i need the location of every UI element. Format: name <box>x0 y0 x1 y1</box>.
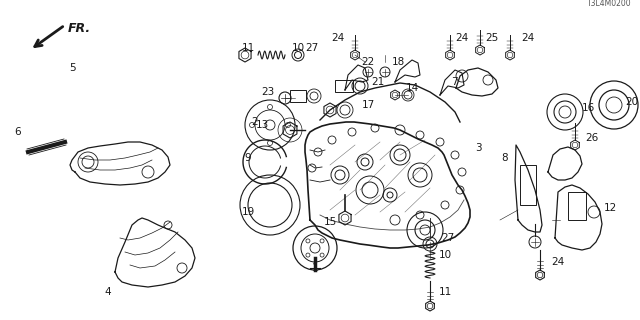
Text: 12: 12 <box>604 203 616 213</box>
Text: 15: 15 <box>323 217 337 227</box>
Text: 18: 18 <box>392 57 404 67</box>
Bar <box>520 165 536 205</box>
Text: 25: 25 <box>485 33 499 43</box>
Text: 10: 10 <box>438 250 452 260</box>
Text: 24: 24 <box>456 33 468 43</box>
Text: 27: 27 <box>305 43 319 53</box>
Text: 11: 11 <box>438 287 452 297</box>
Text: 17: 17 <box>362 100 374 110</box>
Text: 26: 26 <box>586 133 598 143</box>
Text: T3L4M0200: T3L4M0200 <box>588 0 632 8</box>
Text: 6: 6 <box>15 127 21 137</box>
Text: 5: 5 <box>68 63 76 73</box>
Text: FR.: FR. <box>68 21 91 35</box>
Text: 14: 14 <box>405 83 419 93</box>
Text: 9: 9 <box>244 153 252 163</box>
Text: 13: 13 <box>255 120 269 130</box>
Text: 16: 16 <box>581 103 595 113</box>
Text: 23: 23 <box>261 87 275 97</box>
Text: 27: 27 <box>442 233 454 243</box>
Text: 20: 20 <box>625 97 639 107</box>
Text: 1: 1 <box>312 263 318 273</box>
Bar <box>290 90 306 102</box>
Text: 21: 21 <box>371 77 385 87</box>
Text: 24: 24 <box>522 33 534 43</box>
Text: 10: 10 <box>291 43 305 53</box>
Text: 11: 11 <box>241 43 255 53</box>
Bar <box>335 80 353 92</box>
Text: 24: 24 <box>552 257 564 267</box>
Text: 8: 8 <box>502 153 508 163</box>
Text: 3: 3 <box>475 143 481 153</box>
Bar <box>568 192 586 220</box>
Text: 19: 19 <box>241 207 255 217</box>
Text: 2: 2 <box>252 117 259 127</box>
Text: 4: 4 <box>105 287 111 297</box>
Text: 24: 24 <box>332 33 344 43</box>
Text: 22: 22 <box>362 57 374 67</box>
Text: 7: 7 <box>451 77 458 87</box>
